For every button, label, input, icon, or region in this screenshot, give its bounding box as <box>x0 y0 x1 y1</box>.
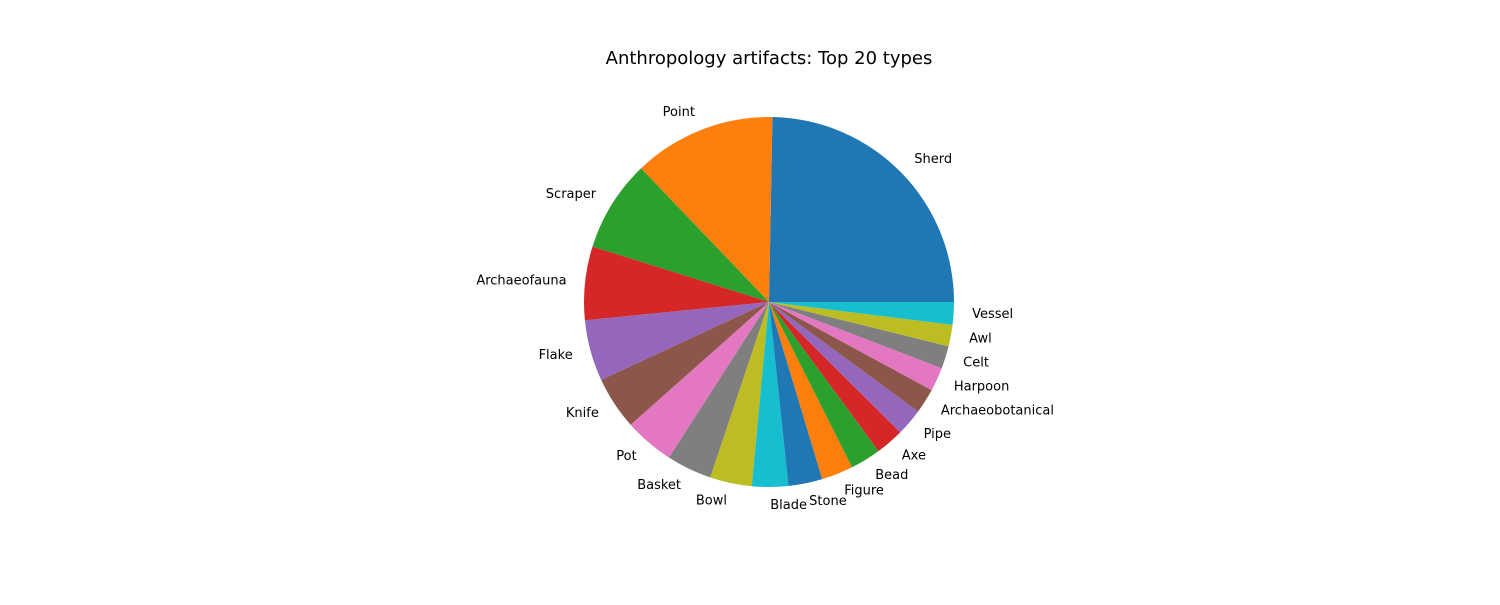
pie-slice-stone <box>769 302 823 486</box>
pie-slice-knife <box>601 302 769 425</box>
pie-label-pipe: Pipe <box>924 427 951 442</box>
pie-label-axe: Axe <box>902 449 926 464</box>
pie-slice-harpoon <box>769 302 942 391</box>
pie-label-celt: Celt <box>963 355 989 370</box>
chart-title: Anthropology artifacts: Top 20 types <box>606 48 933 69</box>
pie-slice-bowl <box>710 302 769 487</box>
pie-slice-bead <box>769 302 879 468</box>
pie-slice-archaeofauna <box>584 246 769 321</box>
pie-label-archaeofauna: Archaeofauna <box>476 274 566 289</box>
pie-label-harpoon: Harpoon <box>954 380 1010 395</box>
pie-slice-pipe <box>769 302 919 433</box>
pie-label-vessel: Vessel <box>972 307 1013 322</box>
pie-label-awl: Awl <box>969 332 992 347</box>
pie-slice-basket <box>668 302 769 478</box>
pie-label-pot: Pot <box>616 449 636 464</box>
pie-slice-figure <box>769 302 853 480</box>
pie-slice-archaeobotanical <box>769 302 932 412</box>
pie-label-figure: Figure <box>844 484 884 499</box>
pie-slice-flake <box>584 302 769 380</box>
pie-label-flake: Flake <box>539 348 573 363</box>
pie-label-basket: Basket <box>637 478 681 493</box>
pie-label-bead: Bead <box>875 468 908 483</box>
pie-slice-point <box>641 116 773 302</box>
pie-label-stone: Stone <box>809 494 847 509</box>
pie-labels: Sherd Point Scraper Archaeofauna Flake Knife P… <box>476 105 1054 513</box>
pie-label-blade: Blade <box>770 498 807 513</box>
pie-label-archaeobotanical: Archaeobotanical <box>941 403 1054 418</box>
pie-slice-blade <box>751 302 789 488</box>
pie-slice-awl <box>769 302 953 347</box>
pie-slice-pot <box>630 302 769 458</box>
pie-label-knife: Knife <box>566 406 599 421</box>
pie-slices <box>584 116 955 488</box>
pie-label-bowl: Bowl <box>696 494 727 509</box>
pie-slice-celt <box>769 302 949 369</box>
pie-slice-vessel <box>769 302 955 325</box>
pie-label-scraper: Scraper <box>546 187 597 202</box>
pie-slice-sherd <box>769 117 954 302</box>
pie-label-sherd: Sherd <box>914 152 952 167</box>
pie-slice-axe <box>769 302 901 452</box>
pie-label-point: Point <box>663 105 695 120</box>
pie-slice-scraper <box>592 168 769 302</box>
